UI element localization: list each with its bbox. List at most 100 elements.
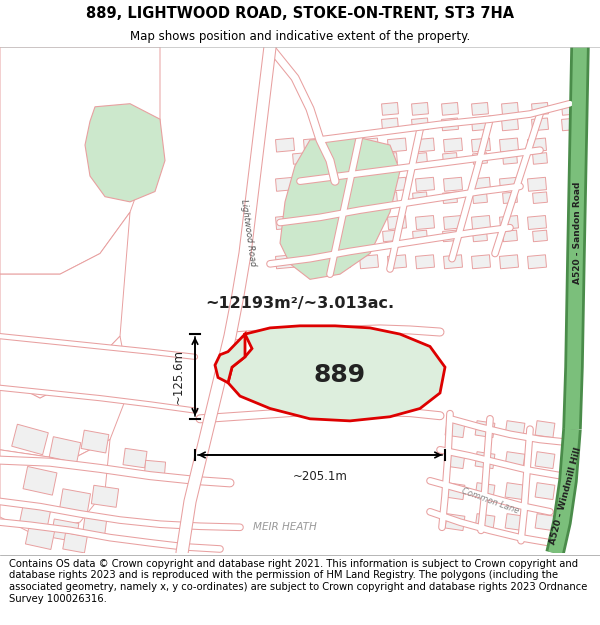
Bar xyxy=(293,192,307,204)
Bar xyxy=(51,519,79,542)
Bar xyxy=(475,514,495,531)
Bar xyxy=(416,216,434,229)
Bar xyxy=(442,102,458,115)
Bar xyxy=(533,230,547,242)
Polygon shape xyxy=(0,212,130,398)
Bar xyxy=(123,448,147,468)
Bar xyxy=(527,255,547,269)
Bar xyxy=(359,216,379,229)
Polygon shape xyxy=(215,334,245,382)
Bar xyxy=(304,138,322,152)
Bar xyxy=(383,152,397,164)
Bar xyxy=(413,152,427,164)
Bar xyxy=(293,230,307,242)
Bar xyxy=(473,192,487,204)
Bar xyxy=(443,230,457,242)
Bar xyxy=(475,452,495,469)
Bar xyxy=(383,230,397,242)
Bar xyxy=(91,485,119,508)
Bar xyxy=(500,177,518,191)
Bar xyxy=(442,118,458,131)
Bar xyxy=(472,102,488,115)
Bar xyxy=(535,421,555,437)
Bar xyxy=(323,230,337,242)
Bar xyxy=(25,526,55,549)
Polygon shape xyxy=(0,439,110,532)
Bar xyxy=(445,421,465,437)
Bar xyxy=(472,118,488,131)
Bar xyxy=(382,118,398,131)
Text: Common Lane: Common Lane xyxy=(460,487,520,516)
Bar xyxy=(503,230,517,242)
Bar xyxy=(49,437,81,463)
Bar xyxy=(353,230,367,242)
Bar xyxy=(533,192,547,204)
Text: Contains OS data © Crown copyright and database right 2021. This information is : Contains OS data © Crown copyright and d… xyxy=(9,559,587,604)
Bar xyxy=(505,452,525,469)
Bar xyxy=(388,138,406,152)
Polygon shape xyxy=(228,326,445,421)
Text: A520 - Windmill Hill: A520 - Windmill Hill xyxy=(548,447,583,546)
Bar xyxy=(388,255,406,269)
Bar xyxy=(304,255,322,269)
Bar xyxy=(59,489,91,514)
Bar xyxy=(275,138,295,152)
Bar xyxy=(416,177,434,191)
Bar xyxy=(275,255,295,269)
Bar xyxy=(332,177,350,191)
Bar xyxy=(527,138,547,152)
Bar xyxy=(304,216,322,229)
Text: 889: 889 xyxy=(314,363,366,388)
Bar xyxy=(353,152,367,164)
Bar xyxy=(388,216,406,229)
Bar xyxy=(359,255,379,269)
Bar xyxy=(472,177,490,191)
Bar xyxy=(383,192,397,204)
Bar xyxy=(445,452,465,469)
Bar xyxy=(23,466,57,495)
Bar xyxy=(535,482,555,499)
Text: Map shows position and indicative extent of the property.: Map shows position and indicative extent… xyxy=(130,30,470,43)
Text: ~12193m²/~3.013ac.: ~12193m²/~3.013ac. xyxy=(205,296,395,311)
Text: Lightwood Road: Lightwood Road xyxy=(239,199,257,267)
Bar xyxy=(11,424,49,455)
Bar xyxy=(413,192,427,204)
Bar xyxy=(473,230,487,242)
Bar xyxy=(475,421,495,437)
Bar xyxy=(382,102,398,115)
Text: MEIR HEATH: MEIR HEATH xyxy=(253,522,317,532)
Bar xyxy=(332,216,350,229)
Bar xyxy=(503,192,517,204)
Bar xyxy=(500,216,518,229)
Bar xyxy=(505,421,525,437)
Bar xyxy=(527,177,547,191)
Bar xyxy=(500,138,518,152)
Text: A520 - Sandon Road: A520 - Sandon Road xyxy=(574,182,583,284)
Bar xyxy=(535,452,555,469)
Polygon shape xyxy=(0,47,160,274)
Bar xyxy=(323,192,337,204)
Text: ~125.6m: ~125.6m xyxy=(172,349,185,404)
Bar xyxy=(533,152,547,164)
Bar xyxy=(332,138,350,152)
Bar xyxy=(443,177,463,191)
Bar xyxy=(443,255,463,269)
Bar xyxy=(532,102,548,115)
Bar xyxy=(502,118,518,131)
Bar xyxy=(472,216,490,229)
Bar xyxy=(359,138,379,152)
Bar xyxy=(562,102,578,115)
Bar xyxy=(472,255,490,269)
Bar xyxy=(83,514,107,534)
Bar xyxy=(412,102,428,115)
Polygon shape xyxy=(280,138,400,279)
Bar xyxy=(445,514,465,531)
Bar xyxy=(475,482,495,499)
Bar xyxy=(293,152,307,164)
Bar xyxy=(443,216,463,229)
Bar xyxy=(443,152,457,164)
Polygon shape xyxy=(85,104,165,202)
Bar xyxy=(412,118,428,131)
Text: ~205.1m: ~205.1m xyxy=(293,471,347,484)
Bar xyxy=(527,216,547,229)
